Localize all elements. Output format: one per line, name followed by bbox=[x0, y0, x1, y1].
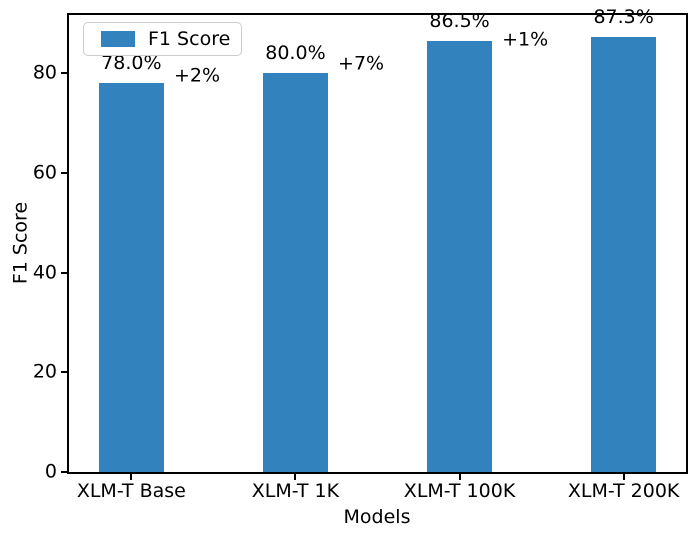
y-tick-label: 20 bbox=[32, 360, 57, 383]
y-axis-label: F1 Score bbox=[9, 201, 32, 285]
bar bbox=[590, 36, 657, 472]
gain-annotation: +2% bbox=[173, 64, 221, 87]
x-tick bbox=[130, 474, 133, 480]
gain-annotation: +7% bbox=[338, 52, 385, 75]
bar bbox=[98, 83, 165, 472]
bar-value-label: 78.0% bbox=[101, 52, 162, 75]
plot-area: F1 Score 78.0% XLM-T Base 80.0% XLM-T 1K 86.… bbox=[33, 7, 688, 501]
y-tick bbox=[61, 471, 67, 473]
y-tick-label: 40 bbox=[32, 261, 57, 284]
bar bbox=[262, 73, 329, 472]
bar bbox=[426, 40, 493, 472]
x-tick-label: XLM-T Base bbox=[76, 480, 186, 502]
x-tick bbox=[622, 474, 625, 480]
y-tick bbox=[61, 171, 67, 174]
x-axis-label: Models bbox=[343, 506, 411, 528]
legend: F1 Score bbox=[83, 22, 243, 56]
x-tick bbox=[294, 474, 297, 480]
bar-value-label: 80.0% bbox=[265, 42, 326, 65]
y-tick-label: 0 bbox=[44, 460, 57, 483]
y-tick-label: 80 bbox=[32, 61, 57, 84]
x-tick bbox=[458, 474, 461, 480]
y-tick bbox=[61, 271, 67, 274]
bar-value-label: 87.3% bbox=[593, 5, 654, 28]
y-tick-label: 60 bbox=[32, 161, 57, 184]
y-tick bbox=[61, 371, 67, 374]
legend-label: F1 Score bbox=[148, 28, 231, 50]
gain-annotation: +1% bbox=[502, 28, 549, 51]
x-tick-label: XLM-T 1K bbox=[251, 480, 340, 502]
x-tick-label: XLM-T 100K bbox=[403, 480, 516, 502]
x-tick-label: XLM-T 200K bbox=[567, 480, 680, 502]
legend-swatch-icon bbox=[101, 31, 135, 47]
bar-value-label: 86.5% bbox=[429, 9, 490, 32]
y-tick bbox=[61, 72, 67, 75]
